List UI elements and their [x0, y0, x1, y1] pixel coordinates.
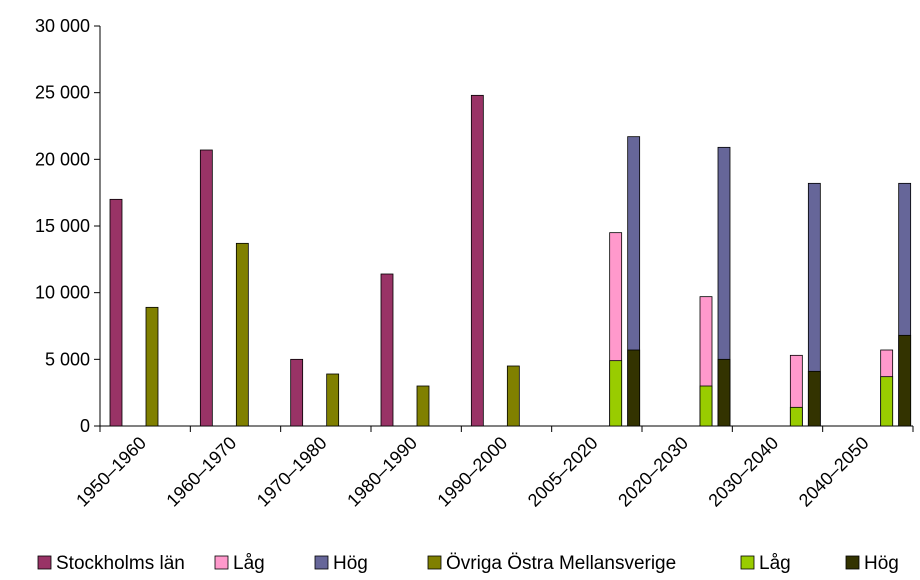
legend-swatch — [845, 555, 860, 570]
x-tick-label: 2005–2020 — [524, 433, 602, 511]
legend-label: Hög — [333, 553, 368, 574]
legend-label: Låg — [759, 553, 791, 574]
bar — [609, 360, 623, 427]
y-tick-label: 15 000 — [35, 216, 90, 236]
bar — [470, 94, 484, 427]
bar — [109, 198, 123, 427]
bar — [145, 306, 159, 427]
bar — [290, 358, 304, 427]
legend-label: Övriga Östra Mellansverige — [446, 553, 676, 574]
bar — [199, 149, 213, 427]
y-tick-label: 10 000 — [35, 283, 90, 303]
legend-swatch — [740, 555, 755, 570]
x-tick-label: 2030–2040 — [704, 433, 782, 511]
y-tick-label: 5 000 — [45, 349, 90, 369]
bar — [326, 373, 340, 427]
legend: Stockholms län Låg Hög Övriga Östra Mellans… — [37, 553, 899, 574]
legend-swatch — [314, 555, 329, 570]
y-tick-label: 30 000 — [35, 16, 90, 36]
bar — [627, 349, 641, 427]
x-axis: 1950–1960 1960–1970 1970–1980 1980–1990 1990… — [72, 425, 914, 511]
bars — [109, 94, 912, 427]
bar — [880, 376, 894, 427]
bar — [807, 370, 821, 427]
legend-label: Hög — [864, 553, 899, 574]
legend-label: Låg — [233, 553, 265, 574]
bar — [506, 365, 520, 427]
y-axis: 0 5 000 10 000 15 000 20 000 25 000 30 000 — [35, 16, 101, 436]
x-tick-label: 1960–1970 — [162, 433, 240, 511]
x-tick-label: 2040–2050 — [795, 433, 873, 511]
legend-swatch — [427, 555, 442, 570]
bar — [789, 406, 803, 427]
bar — [717, 358, 731, 427]
bar — [380, 273, 394, 427]
y-tick-label: 20 000 — [35, 149, 90, 169]
bar — [235, 242, 249, 427]
x-tick-label: 1980–1990 — [343, 433, 421, 511]
bar — [898, 334, 912, 427]
x-tick-label: 1970–1980 — [253, 433, 331, 511]
y-tick-label: 0 — [80, 416, 90, 436]
bar — [416, 385, 430, 427]
x-tick-label: 1990–2000 — [433, 433, 511, 511]
legend-label: Stockholms län — [56, 553, 185, 574]
legend-swatch — [37, 555, 52, 570]
bar — [699, 385, 713, 427]
legend-swatch — [214, 555, 229, 570]
x-tick-label: 2020–2030 — [614, 433, 692, 511]
y-tick-label: 25 000 — [35, 83, 90, 103]
x-tick-label: 1950–1960 — [72, 433, 150, 511]
